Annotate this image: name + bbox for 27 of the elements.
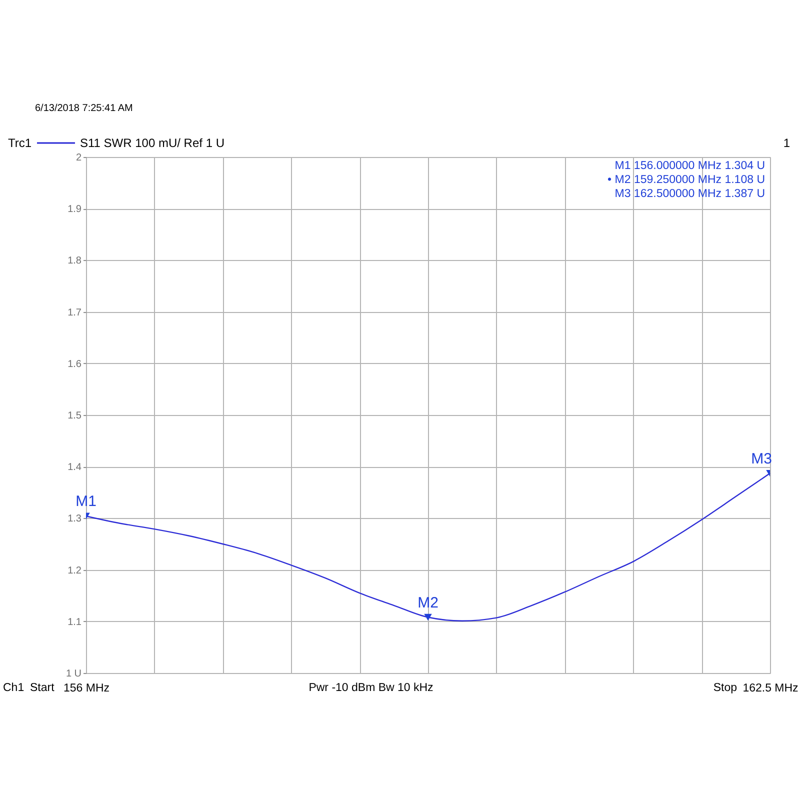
annotation: • M2 159.250000 MHz 1.108 U <box>608 174 765 186</box>
annotation: M1 156.000000 MHz 1.304 U <box>614 160 765 172</box>
text: Ch1 <box>3 682 24 694</box>
annotation: M3 <box>751 450 772 468</box>
text: S11 SWR 100 mU/ Ref 1 U <box>80 136 224 150</box>
annotation: M2 <box>418 594 438 612</box>
x-tick-label: 162.5 MHz <box>742 682 799 694</box>
y-tick-label: 1.3 <box>68 514 82 525</box>
x-tick-label: 156 MHz <box>63 682 110 694</box>
y-tick-label: 1 U <box>66 668 82 680</box>
y-tick-label: 1.2 <box>68 565 82 576</box>
y-tick-label: 1.7 <box>68 307 82 318</box>
y-tick-label: 1.8 <box>68 256 82 267</box>
y-tick-label: 1.5 <box>68 410 82 422</box>
y-tick-label: 2 <box>76 152 82 164</box>
y-tick-label: 1.6 <box>68 358 82 370</box>
y-tick-label: 1.1 <box>68 616 82 628</box>
y-tick-label: 1.4 <box>68 462 82 474</box>
text: Pwr -10 dBm Bw 10 kHz <box>308 682 434 694</box>
text: Start <box>30 682 56 694</box>
annotation: M3 162.500000 MHz 1.387 U <box>614 188 765 200</box>
text: 6/13/2018 7:25:41 AM <box>35 103 133 114</box>
legend-label: Trc1 <box>8 136 32 150</box>
text: 1 <box>783 136 790 150</box>
text: Stop <box>713 682 737 694</box>
y-tick-label: 1.9 <box>68 204 82 216</box>
annotation: M1 <box>76 493 96 510</box>
